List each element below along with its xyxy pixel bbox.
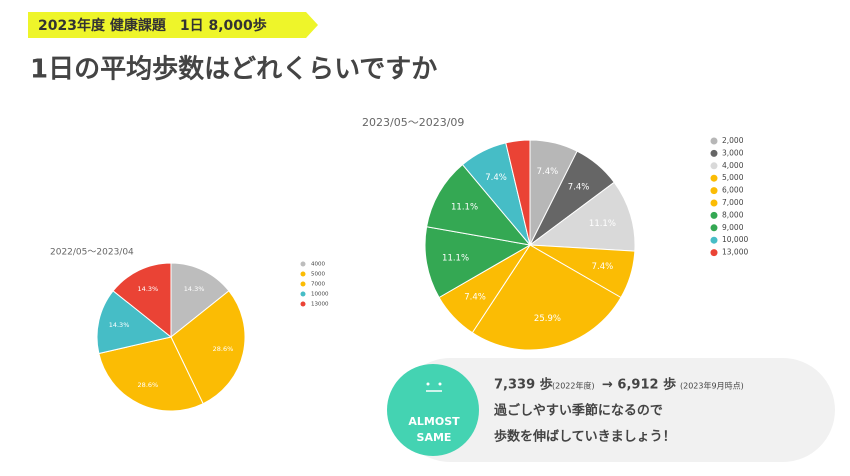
legend-swatch <box>710 249 718 257</box>
slice-label: 14.3% <box>184 285 205 293</box>
legend-swatch <box>710 236 718 244</box>
pie-slice <box>170 290 246 405</box>
legend-label: 4000 <box>311 262 325 268</box>
legend-swatch <box>300 261 306 267</box>
legend-label: 13,000 <box>722 248 748 257</box>
legend-label: 5000 <box>311 272 325 278</box>
callout-box <box>398 358 835 462</box>
legend-swatch <box>710 137 718 145</box>
pie-slice <box>98 336 204 412</box>
slice-label: 11.1% <box>442 254 469 264</box>
legend-label: 7,000 <box>722 198 744 207</box>
pie-slice <box>471 244 622 351</box>
badge-eye <box>438 382 442 386</box>
callout-before-note: (2022年度) <box>552 381 595 391</box>
callout-line: 過ごしやすい季節になるので <box>493 403 663 419</box>
slice-label: 14.3% <box>138 285 159 293</box>
callout-line: 歩数を伸ばしていきましょう！ <box>494 429 676 445</box>
pie-slice <box>528 181 636 252</box>
pie-slice <box>505 139 531 246</box>
legend-label: 2,000 <box>722 136 744 145</box>
callout-before: 7,339 歩 <box>494 377 553 393</box>
slice-label: 11.1% <box>451 203 478 213</box>
legend-label: 9,000 <box>722 223 744 232</box>
chart-title: 2023/05～2023/09 <box>362 116 464 129</box>
legend-swatch <box>300 291 306 297</box>
legend-swatch <box>710 187 718 195</box>
legend-swatch <box>710 149 718 157</box>
legend-swatch <box>300 271 306 277</box>
badge-text: SAME <box>417 431 452 444</box>
slice-label: 14.3% <box>109 321 130 329</box>
header-tag: 2023年度 健康課題 1日 8,000歩 <box>38 17 267 34</box>
legend-swatch <box>710 162 718 170</box>
slice-label: 7.4% <box>568 183 590 193</box>
slice-label: 25.9% <box>534 314 561 324</box>
legend-swatch <box>710 224 718 232</box>
legend-label: 13000 <box>311 302 329 308</box>
slide-title: 1日の平均歩数はどれくらいですか <box>30 55 437 85</box>
pie-slice <box>112 262 172 339</box>
chart-title: 2022/05～2023/04 <box>50 248 134 258</box>
legend-swatch <box>710 174 718 182</box>
pie-slice <box>96 290 173 355</box>
callout-after-note: (2023年9月時点) <box>680 381 744 391</box>
legend-label: 3,000 <box>722 148 744 157</box>
slice-label: 28.6% <box>213 345 234 353</box>
legend-label: 10,000 <box>722 235 748 244</box>
slice-label: 7.4% <box>464 292 486 302</box>
pie-slice <box>170 262 230 339</box>
pie-slice <box>424 226 532 299</box>
slice-label: 7.4% <box>537 167 559 177</box>
badge-text: ALMOST <box>408 415 460 428</box>
header-tag-shape <box>28 12 318 38</box>
pie-slice <box>426 163 532 246</box>
legend-label: 4,000 <box>722 161 744 170</box>
legend-swatch <box>300 281 306 287</box>
legend-label: 8,000 <box>722 210 744 219</box>
legend-swatch <box>710 211 718 219</box>
legend-swatch <box>300 301 306 307</box>
slice-label: 11.1% <box>589 219 616 229</box>
legend-swatch <box>710 199 718 207</box>
callout-after: → 6,912 歩 <box>602 377 676 393</box>
badge-circle <box>387 364 479 456</box>
legend-label: 10000 <box>311 292 329 298</box>
legend-label: 6,000 <box>722 186 744 195</box>
legend-label: 5,000 <box>722 173 744 182</box>
slice-label: 28.6% <box>138 381 159 389</box>
legend-label: 7000 <box>311 282 325 288</box>
slice-label: 7.4% <box>485 173 507 183</box>
badge-eye <box>426 382 430 386</box>
slice-label: 7.4% <box>592 262 614 272</box>
